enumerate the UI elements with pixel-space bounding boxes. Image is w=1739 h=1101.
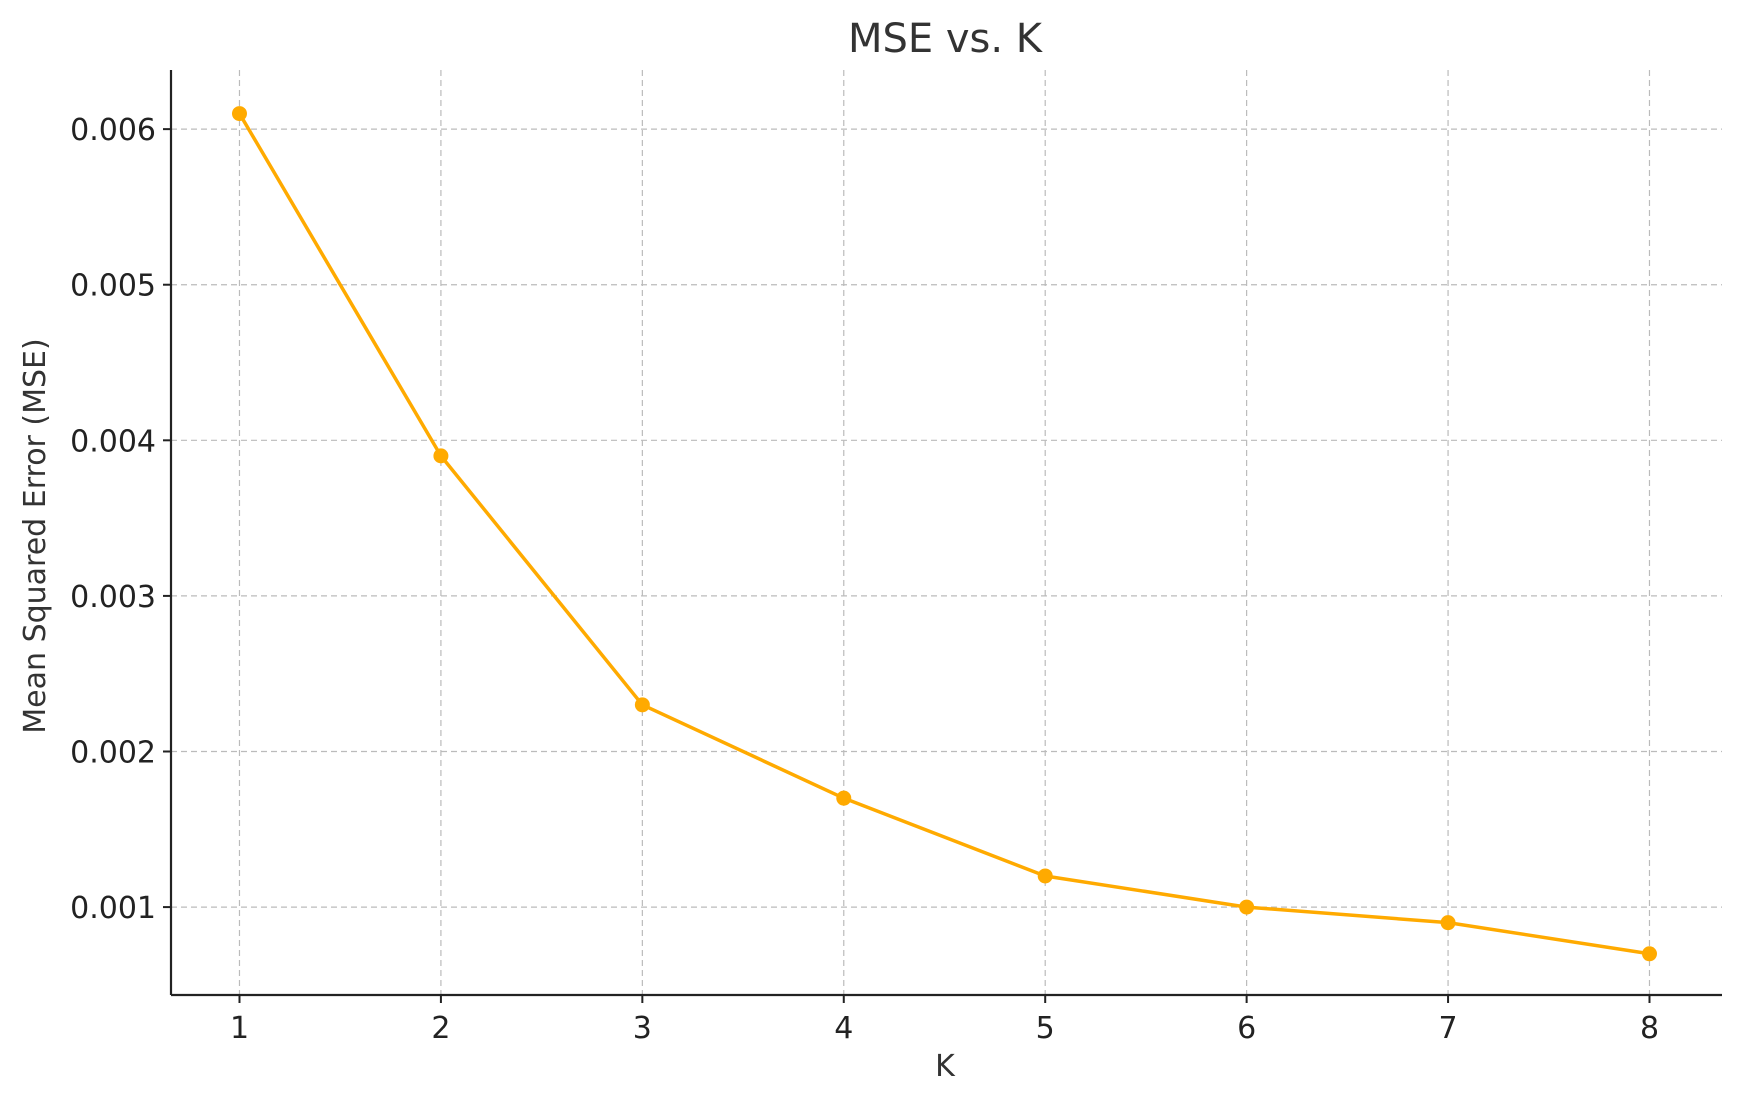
x-tick-label: 6 [1237,1011,1256,1046]
chart-title: MSE vs. K [848,16,1044,62]
y-tick-label: 0.003 [70,580,156,615]
series-line [237,111,1652,956]
x-tick-label: 5 [1036,1011,1055,1046]
y-tick-label: 0.002 [70,735,156,770]
y-tick-label: 0.006 [70,113,156,148]
data-point [231,106,247,122]
x-tick-label: 2 [431,1011,450,1046]
y-tick-label: 0.005 [70,269,156,304]
axes [169,70,1722,997]
x-tick-label: 4 [834,1011,853,1046]
data-point [1440,915,1456,931]
x-tick-label: 7 [1439,1011,1458,1046]
data-point [1641,946,1657,962]
data-point [1037,868,1053,884]
data-point [634,697,650,713]
x-tick-label: 8 [1640,1011,1659,1046]
x-axis-label: K [935,1049,956,1084]
series [231,106,1657,962]
data-point [433,448,449,464]
x-tick-label: 1 [230,1011,249,1046]
grid [171,70,1722,995]
data-point [1239,899,1255,915]
y-tick-label: 0.004 [70,424,156,459]
y-axis-label: Mean Squared Error (MSE) [18,338,53,733]
tick-labels: 1 2 3 4 5 6 7 8 0.001 0.002 0.003 0.004 0.005 0.006 [70,113,1659,1046]
data-point [836,790,852,806]
y-tick-label: 0.001 [70,891,156,926]
x-tick-label: 3 [633,1011,652,1046]
